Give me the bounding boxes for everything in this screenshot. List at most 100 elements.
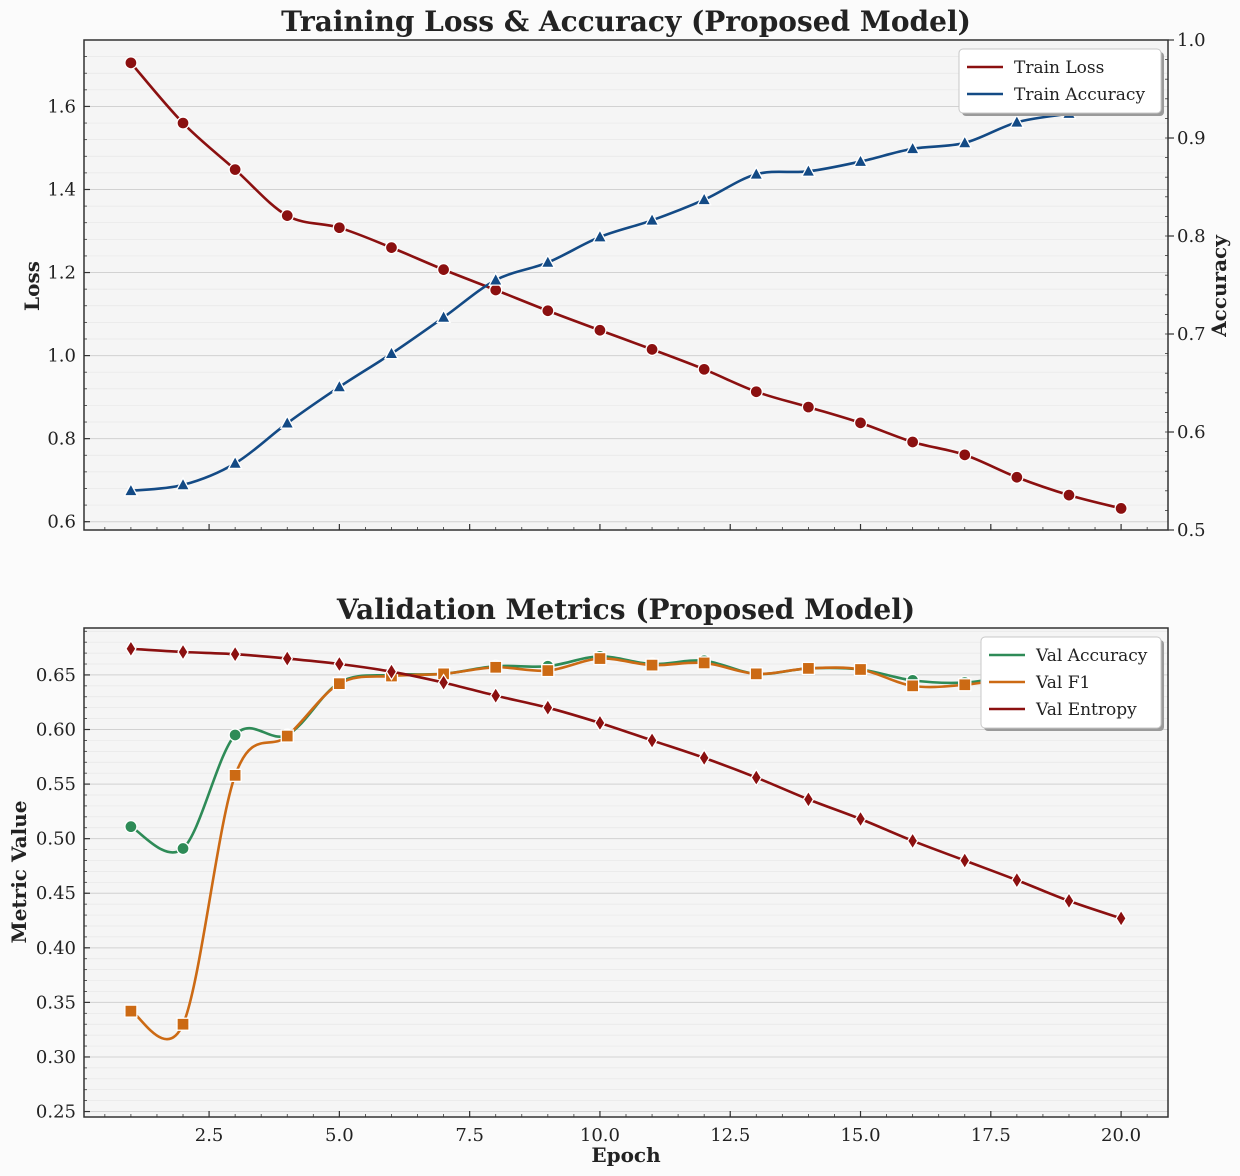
data-point-val-entropy [906, 831, 919, 851]
training-loss-axis-label: Loss [20, 261, 44, 311]
data-point-train-accuracy [957, 134, 973, 149]
data-point-val-entropy [958, 851, 971, 870]
data-point-train-accuracy [644, 211, 660, 226]
data-point-val-entropy [1115, 909, 1127, 928]
validation-series [124, 639, 1128, 1041]
x-tick-label: 20.0 [1101, 1125, 1141, 1146]
data-point-train-loss [124, 56, 138, 70]
validation-gridlines [84, 630, 1168, 1113]
y-tick-label: 0.6 [47, 512, 76, 533]
data-point-train-loss [1114, 501, 1128, 516]
x-tick-label: 2.5 [195, 1125, 224, 1146]
data-point-val-f1 [853, 662, 868, 677]
legend-label-val-entropy: Val Entropy [1035, 700, 1137, 720]
y-tick-label: 1.6 [47, 96, 76, 117]
x-tick-label: 7.5 [455, 1125, 484, 1146]
data-point-val-entropy [646, 731, 658, 750]
training-plot-area [84, 40, 1168, 530]
data-point-val-accuracy [228, 728, 242, 742]
data-point-val-f1 [228, 768, 242, 783]
data-point-val-f1 [749, 667, 763, 681]
x-tick-label: 12.5 [710, 1125, 750, 1146]
data-point-train-accuracy [436, 308, 452, 323]
data-point-train-accuracy [852, 153, 869, 168]
data-point-train-loss [853, 416, 868, 430]
data-point-val-f1 [280, 729, 294, 743]
data-point-val-entropy [281, 649, 294, 668]
legend-label-val-accuracy: Val Accuracy [1035, 646, 1148, 666]
series-line-val-f1 [130, 657, 1122, 1041]
validation-y-axis-label: Metric Value [7, 801, 31, 944]
data-point-val-f1 [593, 651, 607, 666]
data-point-train-loss [801, 400, 816, 414]
data-point-train-accuracy [540, 254, 556, 269]
data-point-train-loss [593, 323, 607, 337]
y2-tick-label: 0.6 [1177, 422, 1206, 443]
data-point-val-f1 [124, 1004, 138, 1018]
legend-box [980, 636, 1162, 729]
data-point-val-entropy [594, 713, 606, 733]
data-point-val-entropy [854, 809, 867, 829]
y-tick-label: 0.35 [36, 992, 76, 1013]
y-tick-label: 0.50 [36, 829, 76, 850]
y-tick-label: 0.25 [36, 1102, 76, 1123]
validation-panel: 0.25 0.30 0.35 0.40 0.45 0.50 0.55 0.60 0.65 2.5… [7, 593, 1169, 1167]
y-tick-label: 1.2 [47, 263, 76, 284]
data-point-train-accuracy [227, 454, 243, 470]
data-point-train-accuracy [696, 191, 712, 206]
data-point-val-accuracy [176, 841, 190, 856]
data-point-val-entropy [750, 768, 763, 787]
data-point-train-accuracy [800, 162, 816, 177]
data-point-val-f1 [958, 678, 972, 692]
data-point-train-loss [749, 385, 763, 399]
data-point-train-loss [489, 283, 503, 297]
training-accuracy-axis-label: Accuracy [1207, 234, 1231, 338]
legend-label-train-loss: Train Loss [1014, 58, 1104, 78]
validation-y-ticks: 0.25 0.30 0.35 0.40 0.45 0.50 0.55 0.60 0.65 [36, 630, 90, 1123]
data-point-train-loss [384, 240, 399, 255]
x-tick-label: 10.0 [580, 1125, 620, 1146]
data-point-val-entropy [542, 698, 554, 717]
data-point-val-f1 [801, 661, 816, 676]
data-point-val-f1 [332, 677, 347, 691]
data-point-val-f1 [489, 660, 503, 674]
x-tick-label: 17.5 [971, 1125, 1011, 1146]
series-val-f1 [124, 651, 1128, 1041]
data-point-train-loss [1010, 470, 1024, 484]
x-tick-label: 15.0 [840, 1125, 880, 1146]
series-train-loss [124, 56, 1128, 516]
y2-tick-label: 0.5 [1177, 520, 1206, 541]
data-point-val-entropy [229, 644, 241, 664]
data-point-train-accuracy [279, 414, 295, 429]
y2-tick-label: 0.9 [1177, 128, 1206, 149]
data-point-train-loss [280, 209, 294, 223]
data-point-train-loss [905, 435, 920, 449]
validation-chart-title: Validation Metrics (Proposed Model) [336, 593, 915, 626]
data-point-val-entropy [802, 790, 815, 809]
y-tick-label: 0.8 [47, 429, 76, 450]
data-point-val-entropy [177, 642, 189, 662]
data-point-train-loss [332, 221, 347, 235]
y-tick-label: 0.40 [36, 938, 76, 959]
training-legend: Train Loss Train Accuracy [958, 48, 1164, 116]
data-point-val-f1 [176, 1017, 190, 1031]
legend-label-val-f1: Val F1 [1035, 673, 1090, 693]
training-chart-title: Training Loss & Accuracy (Proposed Model… [281, 5, 971, 38]
data-point-val-entropy [333, 654, 346, 674]
training-panel: 0.6 0.8 1.0 1.2 1.4 1.6 0.5 0.6 0.7 0.8 0.9 1.0 Tr… [20, 5, 1231, 541]
data-point-train-loss [697, 362, 711, 376]
y-tick-label: 0.60 [36, 720, 76, 741]
data-point-train-loss [958, 448, 972, 462]
data-point-train-loss [436, 262, 451, 277]
data-point-val-f1 [905, 679, 920, 693]
data-point-train-loss [1062, 488, 1076, 502]
data-point-train-accuracy [383, 345, 400, 360]
y-tick-label: 0.55 [36, 774, 76, 795]
y2-tick-label: 1.0 [1177, 30, 1206, 51]
training-loss-ticks: 0.6 0.8 1.0 1.2 1.4 1.6 [47, 56, 90, 533]
y-tick-label: 1.4 [47, 179, 76, 200]
data-point-train-accuracy [331, 378, 347, 393]
y-tick-label: 0.45 [36, 883, 76, 904]
data-point-train-accuracy [905, 140, 921, 155]
